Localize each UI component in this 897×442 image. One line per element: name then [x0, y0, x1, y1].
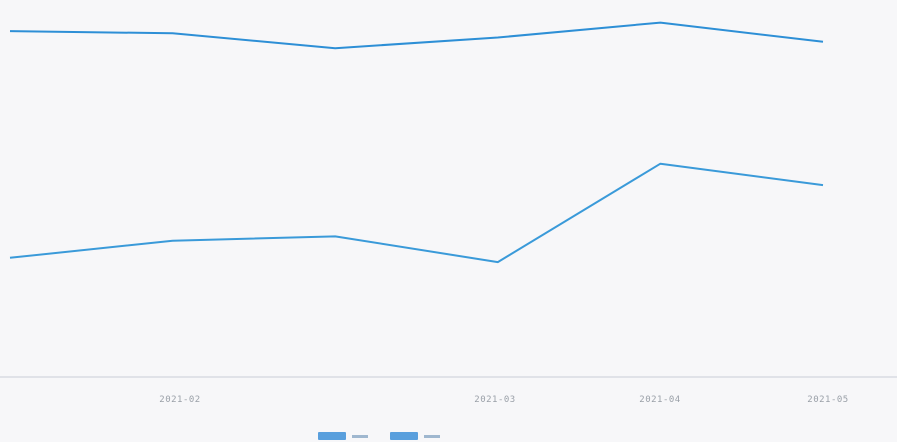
x-tick-label: 2021-03	[474, 395, 515, 405]
series-2-point-2	[172, 240, 174, 242]
series-1-point-2	[172, 32, 174, 34]
series-1-point-5	[659, 22, 661, 24]
series-line-2	[9, 162, 824, 264]
series-line-1	[9, 21, 824, 50]
series-1-point-1	[9, 30, 11, 32]
series-1-point-6	[822, 41, 824, 43]
x-tick-label: 2021-04	[639, 395, 680, 405]
series-layer	[9, 21, 824, 264]
legend-label-placeholder-2	[424, 435, 440, 438]
legend	[318, 432, 440, 440]
legend-label-placeholder-1	[352, 435, 368, 438]
legend-swatch-2[interactable]	[390, 432, 418, 440]
series-2-point-4	[497, 261, 499, 263]
legend-swatch-1[interactable]	[318, 432, 346, 440]
series-2-point-3	[334, 235, 336, 237]
series-2-point-1	[9, 257, 11, 259]
series-2-point-5	[659, 163, 661, 165]
x-tick-label: 2021-05	[807, 395, 848, 405]
series-2-point-6	[822, 184, 824, 186]
x-tick-label: 2021-02	[159, 395, 200, 405]
x-axis-ticks: 2021-02 2021-03 2021-04 2021-05	[159, 395, 848, 405]
series-1-point-4	[497, 37, 499, 39]
series-1-point-3	[334, 47, 336, 49]
